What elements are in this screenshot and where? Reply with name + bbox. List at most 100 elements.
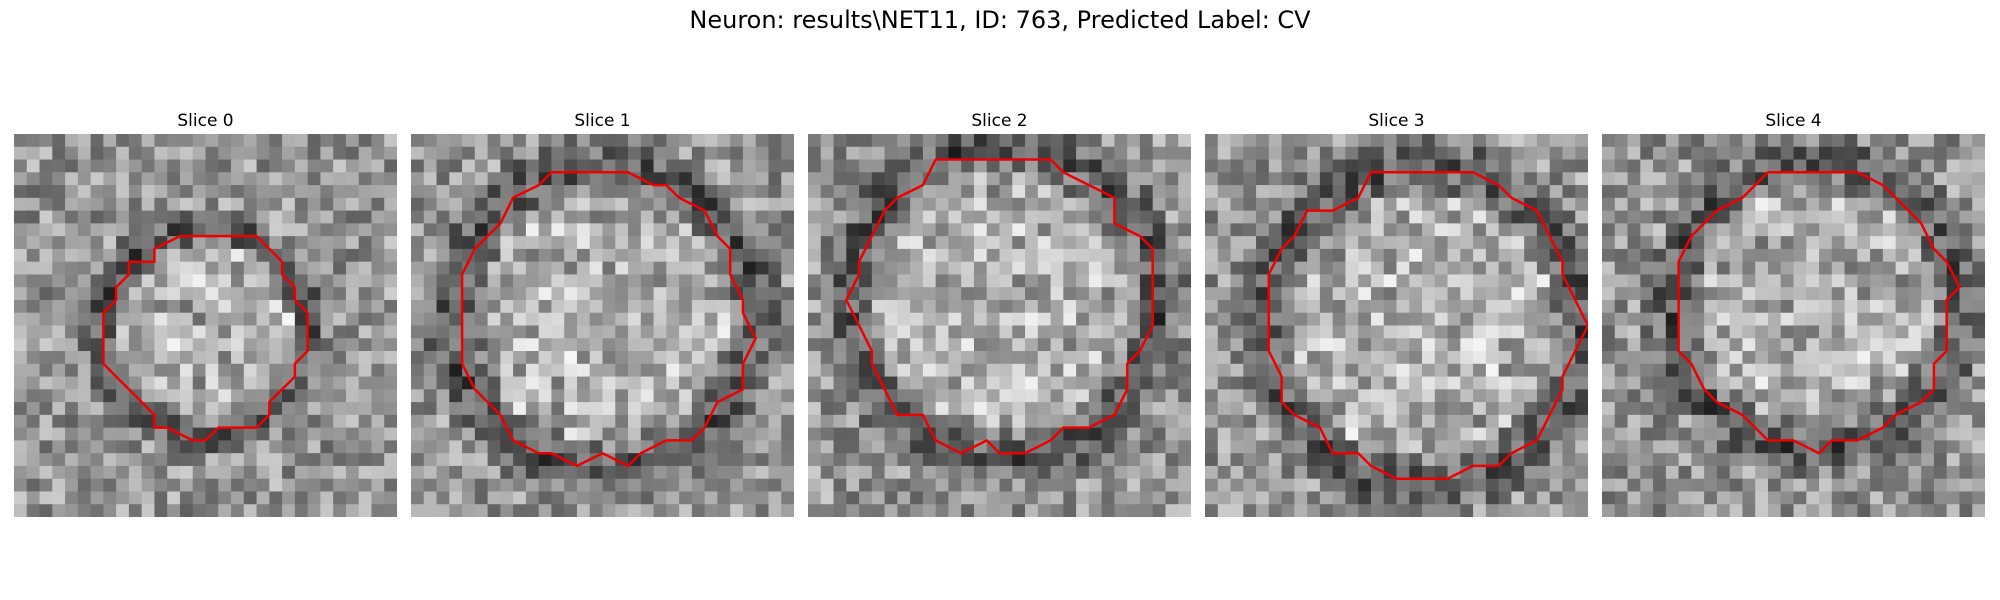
image-pixel [1243,363,1257,378]
image-pixel [231,248,245,263]
image-pixel [77,197,92,212]
image-pixel [755,389,770,403]
image-pixel [1370,146,1385,161]
image-pixel [218,504,232,517]
image-pixel [704,440,718,454]
image-pixel [1152,491,1167,505]
image-pixel [999,312,1013,327]
image-pixel [462,389,476,403]
image-pixel [1716,325,1731,339]
image-pixel [1205,338,1219,352]
image-pixel [986,223,1001,237]
image-pixel [1806,363,1820,378]
image-pixel [691,440,706,454]
image-pixel [371,197,385,212]
image-pixel [525,146,540,161]
image-pixel [1230,440,1244,454]
image-pixel [691,338,706,352]
image-pixel [717,440,731,454]
image-pixel [1114,236,1128,250]
image-pixel [525,376,540,390]
image-pixel [462,197,476,212]
image-pixel [1434,491,1449,505]
image-pixel [1844,363,1858,378]
image-pixel [1101,159,1115,173]
image-pixel [1742,248,1756,263]
image-pixel [999,299,1013,314]
image-pixel [973,478,988,493]
image-pixel [1294,159,1308,173]
image-pixel [269,440,283,454]
image-pixel [1844,197,1858,212]
image-pixel [103,248,117,263]
image-pixel [1165,274,1179,288]
image-pixel [1498,146,1512,161]
image-pixel [1729,453,1744,467]
image-pixel [1256,172,1270,186]
image-pixel [462,223,476,237]
image-pixel [192,389,207,403]
image-pixel [116,491,130,505]
image-pixel [653,325,667,339]
image-pixel [884,261,898,276]
image-pixel [768,287,782,301]
image-pixel [922,248,937,263]
image-pixel [781,351,794,365]
image-pixel [1524,351,1538,365]
image-pixel [1806,185,1820,199]
image-pixel [1114,172,1128,186]
image-pixel [1653,159,1667,173]
image-pixel [666,210,680,224]
image-pixel [1575,248,1588,263]
image-pixel [179,338,194,352]
image-pixel [820,223,835,237]
image-pixel [1307,427,1321,441]
image-pixel [999,465,1013,480]
image-pixel [1243,261,1257,276]
image-pixel [294,376,309,390]
image-pixel [1460,172,1474,186]
image-pixel [768,223,782,237]
image-pixel [90,134,104,148]
image-pixel [1268,274,1283,288]
image-pixel [487,299,501,314]
image-pixel [256,299,270,314]
image-pixel [628,389,642,403]
image-pixel [1857,389,1871,403]
image-pixel [1806,197,1820,212]
image-pixel [1831,146,1846,161]
image-pixel [1332,159,1347,173]
image-pixel [65,236,79,250]
image-pixel [1409,338,1423,352]
image-pixel [640,287,655,301]
image-pixel [243,351,258,365]
image-pixel [1050,312,1064,327]
image-pixel [1025,134,1039,148]
image-pixel [1460,134,1474,148]
image-pixel [26,248,41,263]
image-pixel [294,185,309,199]
image-pixel [1755,312,1769,327]
image-pixel [755,312,770,327]
image-pixel [462,351,476,365]
image-pixel [871,325,886,339]
image-pixel [116,427,130,441]
image-pixel [1882,351,1897,365]
image-pixel [1460,274,1474,288]
image-pixel [1114,197,1128,212]
image-pixel [1037,223,1052,237]
image-pixel [1524,465,1538,480]
image-pixel [986,210,1001,224]
image-pixel [26,261,41,276]
image-pixel [1524,478,1538,493]
image-pixel [846,172,860,186]
image-pixel [859,389,873,403]
image-pixel [846,185,860,199]
image-pixel [218,223,232,237]
image-pixel [910,338,924,352]
image-pixel [77,248,92,263]
image-pixel [1933,299,1948,314]
image-pixel [358,274,373,288]
image-pixel [14,236,28,250]
image-pixel [1767,223,1782,237]
